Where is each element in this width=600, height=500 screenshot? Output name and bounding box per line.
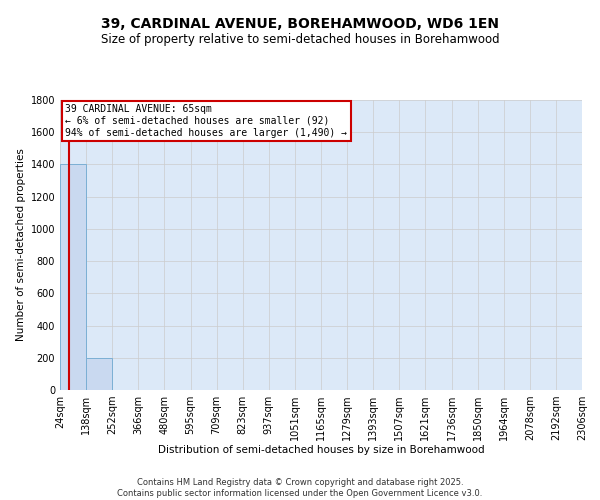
- Y-axis label: Number of semi-detached properties: Number of semi-detached properties: [16, 148, 26, 342]
- Text: Contains HM Land Registry data © Crown copyright and database right 2025.
Contai: Contains HM Land Registry data © Crown c…: [118, 478, 482, 498]
- Bar: [60, 164, 86, 390]
- X-axis label: Distribution of semi-detached houses by size in Borehamwood: Distribution of semi-detached houses by …: [158, 444, 484, 454]
- Text: 39 CARDINAL AVENUE: 65sqm
← 6% of semi-detached houses are smaller (92)
94% of s: 39 CARDINAL AVENUE: 65sqm ← 6% of semi-d…: [65, 104, 347, 138]
- Bar: [86, 358, 112, 390]
- Text: Size of property relative to semi-detached houses in Borehamwood: Size of property relative to semi-detach…: [101, 32, 499, 46]
- Text: 39, CARDINAL AVENUE, BOREHAMWOOD, WD6 1EN: 39, CARDINAL AVENUE, BOREHAMWOOD, WD6 1E…: [101, 18, 499, 32]
